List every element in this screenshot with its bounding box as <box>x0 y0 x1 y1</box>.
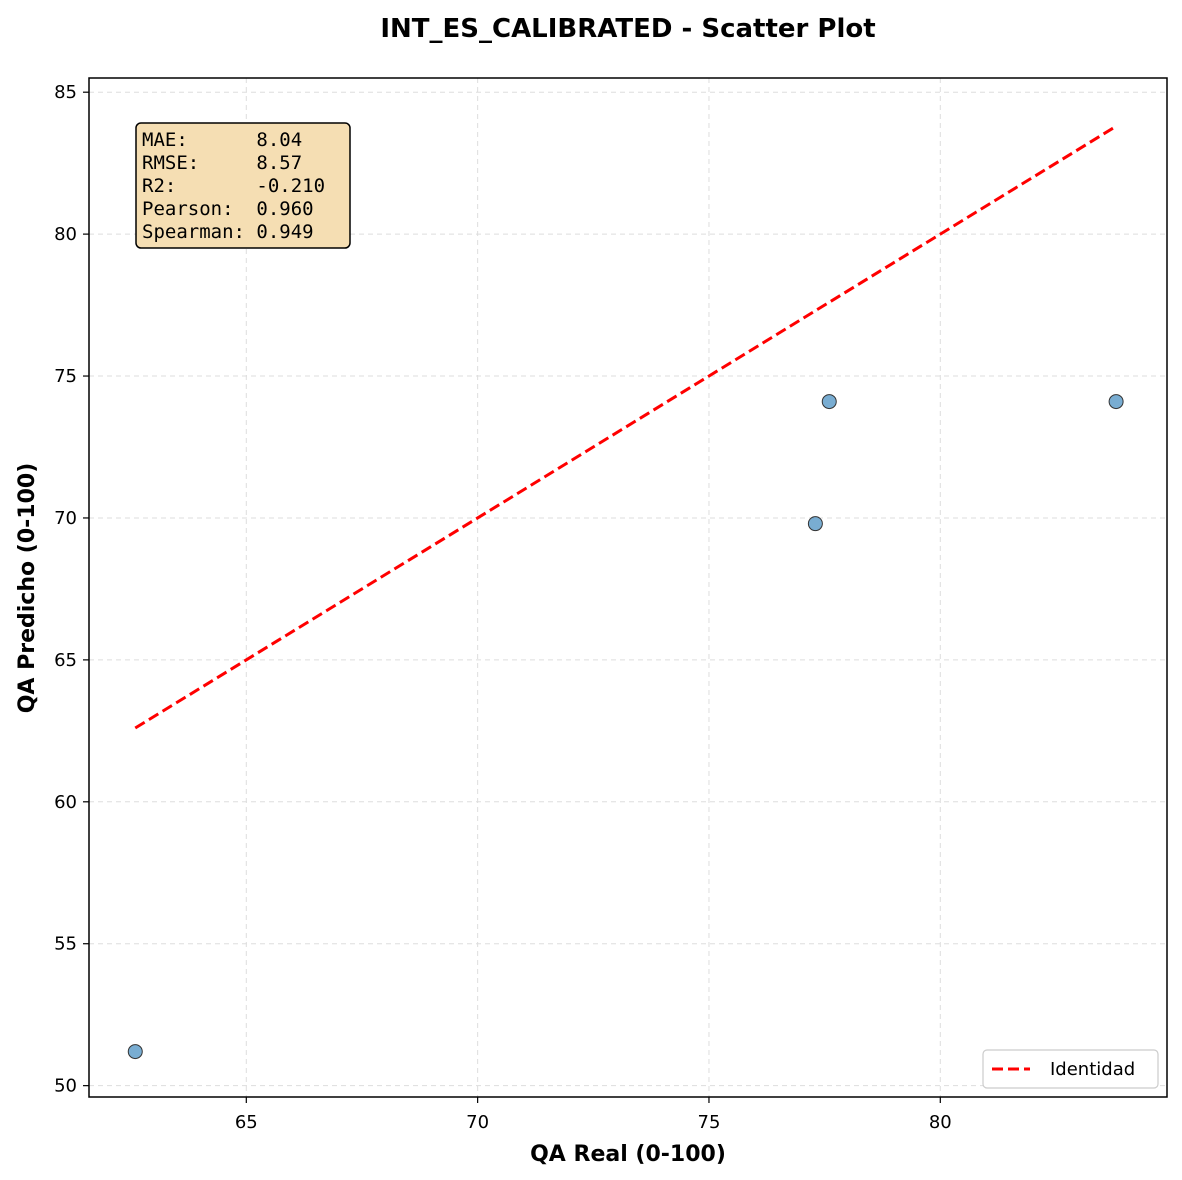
x-tick-label: 65 <box>235 1112 258 1133</box>
x-axis-label: QA Real (0-100) <box>530 1142 726 1167</box>
y-tick-label: 65 <box>54 650 77 671</box>
legend-frame <box>982 1049 1159 1089</box>
stats-box: MAE: 8.04 RMSE: 8.57 R2: -0.210 Pearson:… <box>135 122 351 249</box>
data-point <box>821 394 837 410</box>
y-tick-label: 85 <box>54 82 77 103</box>
y-tick-label: 50 <box>54 1076 77 1097</box>
stats-line-r2: R2: -0.210 <box>142 175 325 197</box>
y-tick-label: 70 <box>54 508 77 529</box>
y-tick-label: 60 <box>54 792 77 813</box>
y-tick-label: 55 <box>54 934 77 955</box>
stats-line-mae: MAE: 8.04 <box>142 129 302 151</box>
x-tick-label: 70 <box>466 1112 489 1133</box>
chart-title: INT_ES_CALIBRATED - Scatter Plot <box>380 14 875 44</box>
stats-line-pearson: Pearson: 0.960 <box>142 198 314 220</box>
data-point <box>1108 394 1124 410</box>
y-axis-label: QA Predicho (0-100) <box>15 463 40 714</box>
legend-label-identity: Identidad <box>1050 1059 1135 1080</box>
data-point <box>807 516 823 532</box>
legend: Identidad <box>982 1049 1159 1089</box>
data-point <box>127 1044 143 1060</box>
points-layer <box>127 394 1124 1060</box>
x-tick-label: 75 <box>698 1112 721 1133</box>
y-tick-label: 80 <box>54 224 77 245</box>
y-tick-label: 75 <box>54 366 77 387</box>
grid <box>89 78 1167 1097</box>
x-axis-ticks: 65 70 75 80 <box>235 1097 952 1133</box>
stats-line-rmse: RMSE: 8.57 <box>142 152 302 174</box>
stats-line-spearman: Spearman: 0.949 <box>142 221 314 243</box>
stats-box-background <box>135 122 351 249</box>
plot-frame <box>88 77 1168 1098</box>
x-tick-label: 80 <box>929 1112 952 1133</box>
y-axis-ticks: 50 55 60 65 70 75 80 85 <box>54 82 89 1097</box>
